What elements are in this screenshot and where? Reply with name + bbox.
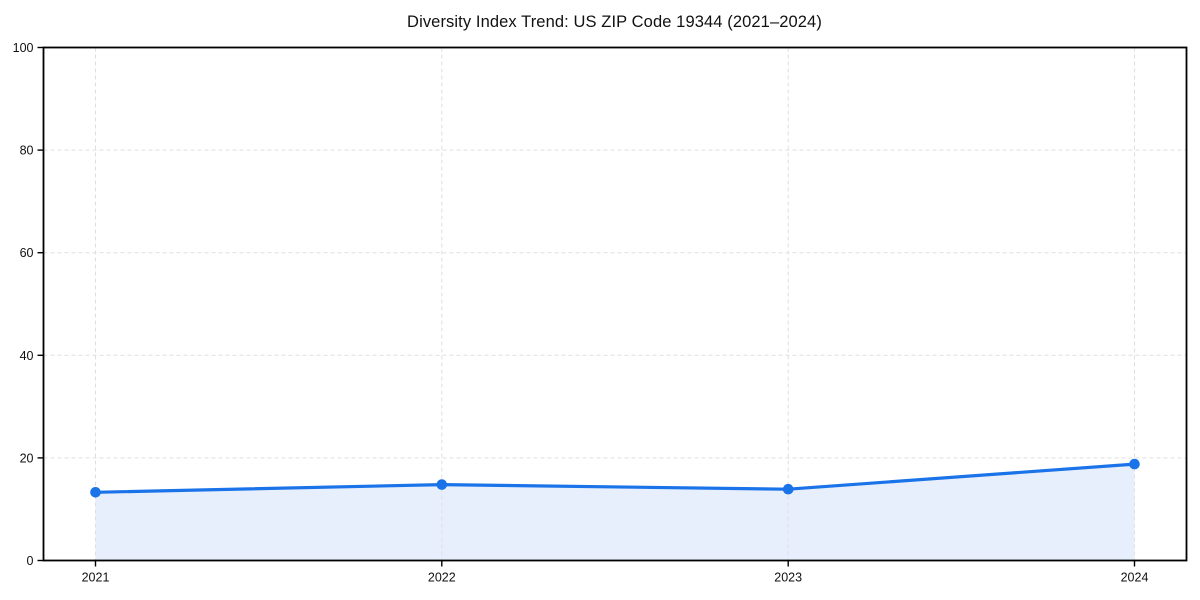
data-point-marker-2024 bbox=[1129, 458, 1140, 470]
y-tick-label: 80 bbox=[20, 144, 34, 158]
y-tick-label: 20 bbox=[20, 451, 34, 465]
data-point-marker-2021 bbox=[90, 487, 101, 498]
y-tick-label: 40 bbox=[20, 349, 34, 363]
chart-title: Diversity Index Trend: US ZIP Code 19344… bbox=[407, 13, 822, 31]
y-tick-label: 60 bbox=[20, 246, 34, 260]
x-tick-label: 2023 bbox=[774, 571, 802, 585]
plot-border bbox=[42, 46, 1188, 562]
area-fill bbox=[95, 464, 1135, 561]
x-tick-label: 2021 bbox=[82, 571, 110, 585]
data-point-marker-2022 bbox=[436, 479, 448, 490]
y-tick-label: 100 bbox=[13, 41, 34, 55]
x-tick-label: 2022 bbox=[428, 571, 456, 585]
data-point-marker-2023 bbox=[782, 483, 794, 495]
gridlines bbox=[43, 47, 1187, 561]
x-tick-label: 2024 bbox=[1121, 571, 1149, 585]
trend-line bbox=[93, 462, 1137, 494]
y-tick-label: 0 bbox=[27, 554, 34, 568]
